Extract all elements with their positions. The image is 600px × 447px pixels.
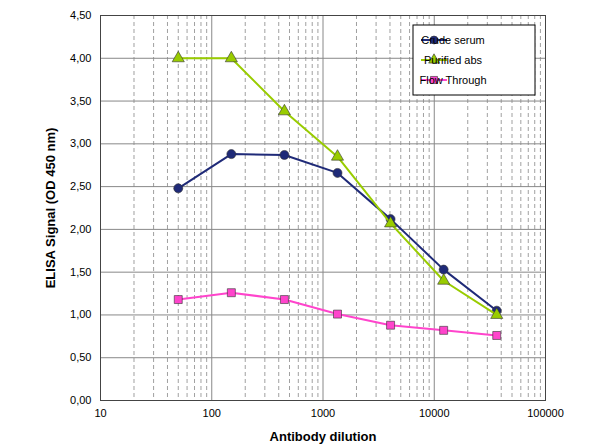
svg-text:Antibody dilution: Antibody dilution	[270, 429, 377, 444]
svg-text:Flow Through: Flow Through	[419, 74, 486, 86]
svg-text:ELISA Signal (OD 450 nm): ELISA Signal (OD 450 nm)	[43, 128, 58, 289]
svg-text:0,00: 0,00	[70, 394, 91, 406]
svg-text:Purified abs: Purified abs	[424, 54, 483, 66]
svg-text:1,50: 1,50	[70, 266, 91, 278]
svg-text:3,50: 3,50	[70, 95, 91, 107]
svg-text:0,50: 0,50	[70, 351, 91, 363]
svg-text:1000: 1000	[311, 407, 335, 419]
svg-text:100: 100	[203, 407, 221, 419]
svg-text:2,50: 2,50	[70, 180, 91, 192]
svg-text:3,00: 3,00	[70, 137, 91, 149]
svg-text:2,00: 2,00	[70, 223, 91, 235]
svg-text:1,00: 1,00	[70, 308, 91, 320]
svg-text:4,50: 4,50	[70, 9, 91, 21]
svg-text:10000: 10000	[419, 407, 450, 419]
svg-text:100000: 100000	[527, 407, 564, 419]
svg-text:10: 10	[94, 407, 106, 419]
svg-text:4,00: 4,00	[70, 52, 91, 64]
svg-text:Crude serum: Crude serum	[421, 34, 485, 46]
